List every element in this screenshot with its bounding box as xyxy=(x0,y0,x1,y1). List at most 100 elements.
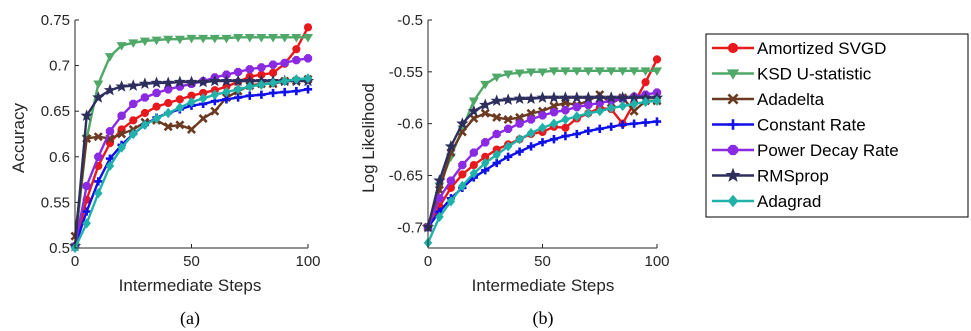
data-point-rmsprop-b-7 xyxy=(502,93,515,106)
data-point-rmsprop-b-4 xyxy=(467,104,480,117)
data-point-ksd-u-statistic-a-2 xyxy=(93,80,104,89)
data-point-adagrad-a-6 xyxy=(140,119,150,130)
x-tick-label-a-2: 100 xyxy=(295,253,320,270)
data-point-adagrad-a-3 xyxy=(105,160,115,172)
data-point-constant-rate-b-7 xyxy=(504,152,513,161)
data-point-ksd-u-statistic-b-8 xyxy=(514,69,525,78)
data-point-power-decay-rate-a-5 xyxy=(129,99,138,109)
data-point-rmsprop-a-14 xyxy=(231,74,245,87)
data-point-adagrad-a-20 xyxy=(303,73,313,84)
data-point-constant-rate-b-10 xyxy=(538,138,547,147)
data-point-ksd-u-statistic-a-11 xyxy=(198,34,209,44)
data-point-constant-rate-a-2 xyxy=(94,177,103,186)
x-axis-label-b: Intermediate Steps xyxy=(472,276,615,295)
data-point-power-decay-rate-b-9 xyxy=(526,115,536,124)
data-point-ksd-u-statistic-b-6 xyxy=(491,73,502,83)
data-point-rmsprop-b-2 xyxy=(444,140,458,152)
data-point-adagrad-a-15 xyxy=(245,81,255,92)
data-point-adagrad-b-6 xyxy=(492,149,501,160)
data-point-adagrad-b-10 xyxy=(538,122,547,133)
data-point-power-decay-rate-b-8 xyxy=(515,119,524,128)
data-point-ksd-u-statistic-b-16 xyxy=(606,67,617,76)
legend-entry-adagrad: Adagrad xyxy=(712,192,821,211)
data-point-ksd-u-statistic-b-10 xyxy=(537,68,548,77)
data-point-amortized-svgd-a-9 xyxy=(175,95,184,104)
data-point-power-decay-rate-b-6 xyxy=(492,129,501,139)
tick-labels-b: 0 50 100 -0.7 -0.65 -0.6 -0.55 -0.5 xyxy=(389,12,670,270)
data-point-adagrad-a-7 xyxy=(152,113,161,124)
data-point-ksd-u-statistic-a-9 xyxy=(174,35,185,45)
legend-entry-rmsprop: RMSprop xyxy=(712,167,829,186)
data-point-power-decay-rate-b-12 xyxy=(561,106,570,115)
data-point-amortized-svgd-b-20 xyxy=(652,55,662,64)
data-point-power-decay-rate-b-2 xyxy=(446,176,456,185)
x-axis-label-a: Intermediate Steps xyxy=(119,276,262,295)
data-point-adagrad-b-19 xyxy=(641,96,650,107)
data-point-adagrad-b-18 xyxy=(629,98,639,110)
data-point-rmsprop-a-11 xyxy=(197,75,210,88)
series-ksd-u-statistic-a xyxy=(69,33,314,252)
data-point-constant-rate-b-18 xyxy=(629,119,639,128)
data-point-ksd-u-statistic-b-4 xyxy=(468,97,479,106)
legend-marker-adadelta xyxy=(727,93,739,105)
data-point-adadelta-a-2 xyxy=(93,132,103,142)
data-point-rmsprop-b-17 xyxy=(616,91,629,103)
legend-marker-ksd-u-statistic xyxy=(726,69,740,80)
data-point-constant-rate-b-9 xyxy=(526,142,536,151)
chart-panel-b: 0 50 100 -0.7 -0.65 -0.6 -0.55 -0.5 Intermediat… xyxy=(359,12,670,329)
data-point-rmsprop-a-5 xyxy=(127,79,140,91)
data-point-adagrad-a-9 xyxy=(175,102,185,113)
y-tick-label-b-1: -0.65 xyxy=(389,167,423,184)
data-point-adagrad-b-9 xyxy=(526,127,536,139)
data-point-constant-rate-b-6 xyxy=(492,158,501,168)
data-point-rmsprop-b-12 xyxy=(559,91,572,103)
data-point-adagrad-a-5 xyxy=(128,128,138,140)
x-tick-label-a-1: 50 xyxy=(183,253,200,270)
data-point-constant-rate-b-13 xyxy=(572,129,581,139)
legend-marker-power-decay-rate xyxy=(727,144,739,156)
data-point-constant-rate-a-14 xyxy=(233,93,243,102)
data-point-power-decay-rate-a-3 xyxy=(105,127,115,136)
data-point-constant-rate-a-1 xyxy=(82,207,91,216)
data-point-rmsprop-b-1 xyxy=(433,174,446,186)
series-constant-rate-a xyxy=(70,85,313,251)
data-point-constant-rate-b-16 xyxy=(607,122,616,131)
data-point-power-decay-rate-b-13 xyxy=(572,102,582,112)
data-point-constant-rate-a-18 xyxy=(280,87,289,97)
y-tick-label-a-0: 0.5 xyxy=(49,240,70,257)
data-point-power-decay-rate-a-17 xyxy=(268,60,278,69)
data-point-adadelta-b-9 xyxy=(526,108,536,118)
data-point-ksd-u-statistic-a-5 xyxy=(128,39,139,48)
data-point-rmsprop-a-3 xyxy=(103,83,117,96)
tick-labels-a: 0 50 100 0.5 0.55 0.6 0.65 0.7 0.75 xyxy=(41,12,321,270)
data-point-rmsprop-b-6 xyxy=(490,94,503,107)
data-point-rmsprop-b-16 xyxy=(605,91,618,103)
data-point-ksd-u-statistic-a-12 xyxy=(209,34,220,44)
data-point-adadelta-a-4 xyxy=(117,129,127,139)
data-point-constant-rate-b-12 xyxy=(561,131,570,141)
legend-entry-adadelta: Adadelta xyxy=(712,90,825,109)
y-tick-label-b-0: -0.7 xyxy=(397,219,423,236)
data-point-adadelta-a-10 xyxy=(186,124,197,134)
data-point-ksd-u-statistic-a-15 xyxy=(244,33,255,43)
data-point-adagrad-b-4 xyxy=(469,168,479,179)
data-point-amortized-svgd-b-12 xyxy=(561,123,570,132)
data-point-amortized-svgd-b-19 xyxy=(641,78,650,87)
data-point-adadelta-a-11 xyxy=(198,113,208,124)
legend-label-ksd-u-statistic: KSD U-statistic xyxy=(757,65,872,84)
data-point-constant-rate-a-16 xyxy=(257,90,266,99)
data-point-rmsprop-a-7 xyxy=(150,76,163,89)
data-point-adagrad-a-4 xyxy=(117,142,126,153)
data-point-power-decay-rate-a-15 xyxy=(245,65,254,74)
data-point-amortized-svgd-a-8 xyxy=(164,98,173,108)
chart-panel-a: 0 50 100 0.5 0.55 0.6 0.65 0.7 0.75 Intermediate… xyxy=(9,12,321,329)
legend-entry-ksd-u-statistic: KSD U-statistic xyxy=(712,65,872,84)
data-point-constant-rate-a-20 xyxy=(303,85,313,94)
plot-area-a xyxy=(68,23,315,254)
data-point-ksd-u-statistic-a-13 xyxy=(221,34,232,44)
data-point-adagrad-b-2 xyxy=(446,196,456,207)
y-tick-label-b-4: -0.5 xyxy=(397,12,423,29)
data-point-rmsprop-b-3 xyxy=(456,117,469,129)
data-point-rmsprop-b-9 xyxy=(524,92,538,104)
data-point-adadelta-b-5 xyxy=(480,108,490,118)
